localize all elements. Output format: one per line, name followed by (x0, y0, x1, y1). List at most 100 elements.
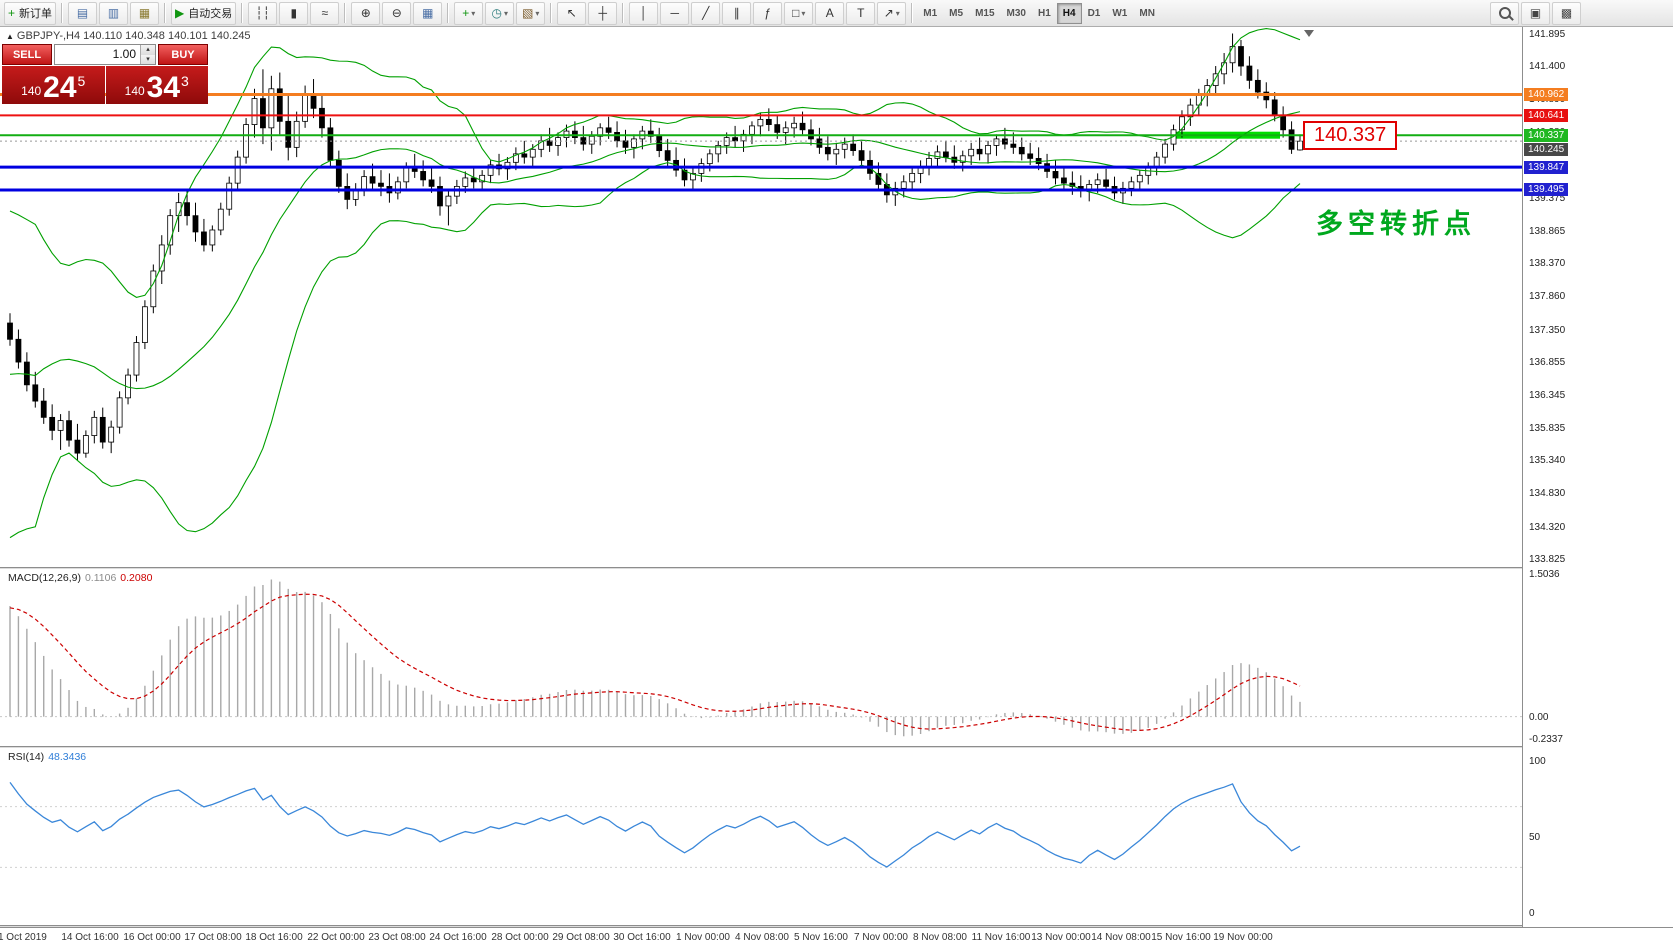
arrows-icon-caret[interactable]: ▾ (895, 8, 900, 18)
channel-icon[interactable]: ∥ (722, 1, 752, 25)
symbol-ohlc-text: GBPJPY-,H4 140.110 140.348 140.101 140.2… (16, 30, 251, 42)
macd-panel[interactable] (0, 570, 1522, 746)
volume-field[interactable]: 1.00 ▴ ▾ (54, 44, 156, 65)
crosshair-icon[interactable]: ┼ (588, 1, 618, 25)
window-layout-icon[interactable]: ▩ (1552, 1, 1581, 25)
profiles-icon[interactable]: ▥ (99, 1, 129, 25)
candle (774, 124, 781, 133)
fibonacci-icon[interactable]: ƒ (753, 1, 783, 25)
candle (420, 171, 427, 181)
timeframe-d1-button[interactable]: D1 (1087, 7, 1101, 19)
candle (66, 420, 72, 441)
time-axis-label: 28 Oct 00:00 (491, 932, 549, 943)
buy-price-display[interactable]: 140 34 3 (105, 66, 208, 104)
panel-divider[interactable] (0, 746, 1673, 749)
text-icon[interactable]: A (815, 1, 845, 25)
candle (841, 143, 848, 150)
templates-icon[interactable]: ▧ ▾ (516, 1, 546, 25)
buy-button[interactable]: BUY (158, 44, 208, 65)
volume-decrease-button[interactable]: ▾ (141, 54, 155, 64)
new-chart-window-icon[interactable]: ▣ (1521, 1, 1550, 25)
candle (968, 148, 975, 157)
timeframe-m5-button[interactable]: M5 (949, 7, 964, 19)
horizontal-line-icon[interactable]: ─ (660, 1, 690, 25)
candle (192, 215, 199, 233)
timeframe-m15-button[interactable]: M15 (975, 7, 995, 19)
trendline-icon: ╱ (702, 6, 710, 20)
collapse-one-click-icon[interactable]: ▲ (6, 32, 14, 41)
toolbar-separator (550, 3, 553, 23)
cursor-icon: ↖ (566, 6, 577, 20)
arrows-icon: ↗ (883, 6, 894, 20)
macd-axis-label: 0.00 (1529, 711, 1549, 723)
main-price-chart[interactable] (0, 27, 1522, 567)
timeframe-h4-button[interactable]: H4 (1056, 2, 1082, 24)
arrows-icon[interactable]: ↗ ▾ (877, 1, 907, 25)
time-axis-label: 7 Nov 00:00 (854, 932, 908, 943)
shapes-icon-caret[interactable]: ▾ (801, 8, 806, 18)
candle (1103, 179, 1109, 187)
candle (1280, 114, 1287, 131)
candle (108, 426, 115, 443)
timeframe-m1-button[interactable]: M1 (923, 7, 938, 19)
chinese-annotation[interactable]: 多空转折点 (1316, 209, 1476, 239)
zoom-out-icon[interactable]: ⊖ (382, 1, 412, 25)
time-axis-label: 11 Oct 2019 (0, 932, 47, 943)
line-chart-icon[interactable]: ≈ (310, 1, 340, 25)
periods-icon-caret[interactable]: ▾ (503, 8, 508, 18)
toolbar-separator (344, 3, 347, 23)
charts-icon[interactable]: ▤ (68, 1, 98, 25)
candle (49, 416, 56, 431)
shapes-icon: □ (792, 6, 800, 20)
cursor-icon[interactable]: ↖ (557, 1, 587, 25)
indicators-icon: + (462, 6, 470, 20)
rsi-panel[interactable] (0, 749, 1522, 925)
price-axis-label: 136.345 (1529, 389, 1566, 401)
indicators-icon[interactable]: + ▾ (454, 1, 484, 25)
price-level-annotation[interactable]: 140.337 (1303, 121, 1398, 150)
indicators-icon-caret[interactable]: ▾ (471, 8, 476, 18)
label-icon[interactable]: T (846, 1, 876, 25)
volume-increase-button[interactable]: ▴ (141, 45, 155, 55)
candle (91, 416, 98, 436)
timeframe-h1-button[interactable]: H1 (1037, 7, 1051, 19)
candle (150, 270, 157, 308)
zoom-in-icon[interactable]: ⊕ (351, 1, 381, 25)
search-icon[interactable] (1490, 1, 1519, 25)
trendline-icon[interactable]: ╱ (691, 1, 721, 25)
volume-steppers: ▴ ▾ (140, 45, 155, 64)
templates-icon-caret[interactable]: ▾ (535, 8, 540, 18)
vertical-line-icon[interactable]: │ (629, 1, 659, 25)
candle (512, 153, 519, 163)
crosshair-icon: ┼ (598, 6, 607, 20)
volume-value[interactable]: 1.00 (112, 47, 136, 61)
shapes-icon[interactable]: □ ▾ (784, 1, 814, 25)
candle (715, 145, 722, 155)
panel-divider[interactable] (0, 567, 1673, 570)
sell-button[interactable]: SELL (2, 44, 52, 65)
periods-icon[interactable]: ◷ ▾ (485, 1, 515, 25)
terminal-icon[interactable]: ▦ (130, 1, 160, 25)
candle (1254, 79, 1261, 93)
timeframe-m30-button[interactable]: M30 (1006, 7, 1026, 19)
horizontal-line-icon: ─ (670, 6, 679, 20)
sell-price-display[interactable]: 140 24 5 (2, 66, 105, 104)
timeframe-mn-button[interactable]: MN (1139, 7, 1155, 19)
label-icon: T (857, 6, 865, 20)
candlestick-chart-icon[interactable]: ▮ (279, 1, 309, 25)
price-axis-badge: 139.847 (1524, 160, 1569, 174)
candle (1010, 143, 1017, 148)
price-axis-label: 137.350 (1529, 324, 1566, 336)
time-axis-label: 17 Oct 08:00 (184, 932, 242, 943)
timeframe-w1-button[interactable]: W1 (1112, 7, 1128, 19)
autotrading-button[interactable]: ▶ 自动交易 (171, 1, 237, 25)
new-order-button[interactable]: + 新订单 (4, 1, 57, 25)
bar-chart-icon[interactable]: ┆┆ (248, 1, 278, 25)
macd-signal-line (9, 593, 1301, 731)
candle (1297, 140, 1303, 151)
candle (158, 244, 165, 272)
tile-windows-icon[interactable]: ▦ (413, 1, 443, 25)
price-axis[interactable]: 141.895141.400140.890140.380139.875139.3… (1522, 27, 1673, 927)
candle (816, 138, 823, 148)
